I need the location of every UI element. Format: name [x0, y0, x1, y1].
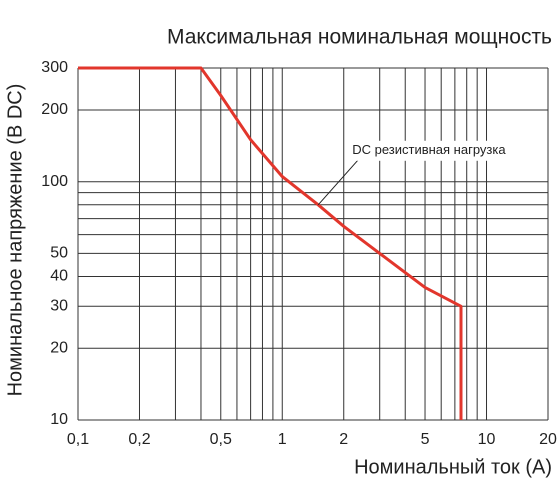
y-tick-label: 10 — [50, 411, 68, 428]
x-tick-label: 1 — [278, 431, 287, 448]
y-tick-label: 300 — [41, 59, 68, 76]
annotation-leader — [317, 159, 359, 206]
x-tick-label: 0,5 — [210, 431, 232, 448]
y-tick-label: 30 — [50, 298, 68, 315]
chart-title: Максимальная номинальная мощность — [167, 26, 552, 49]
x-tick-label: 10 — [478, 431, 496, 448]
x-tick-label: 0,1 — [67, 431, 89, 448]
x-tick-label: 5 — [421, 431, 430, 448]
x-tick-label: 2 — [339, 431, 348, 448]
x-tick-label: 20 — [539, 431, 557, 448]
y-tick-label: 20 — [50, 339, 68, 356]
annotation: DC резистивная нагрузка — [352, 142, 506, 157]
x-tick-label: 0,2 — [128, 431, 150, 448]
y-tick-label: 50 — [50, 245, 68, 262]
data-line — [78, 66, 463, 420]
y-tick-label: 40 — [50, 268, 68, 285]
y-tick-label: 200 — [41, 101, 68, 118]
y-axis-label: Номинальное напряжение (В DC) — [4, 84, 26, 397]
annotation-bg — [348, 140, 524, 161]
x-axis-label: Номинальный ток (А) — [354, 456, 552, 478]
y-tick-label: 100 — [41, 173, 68, 190]
